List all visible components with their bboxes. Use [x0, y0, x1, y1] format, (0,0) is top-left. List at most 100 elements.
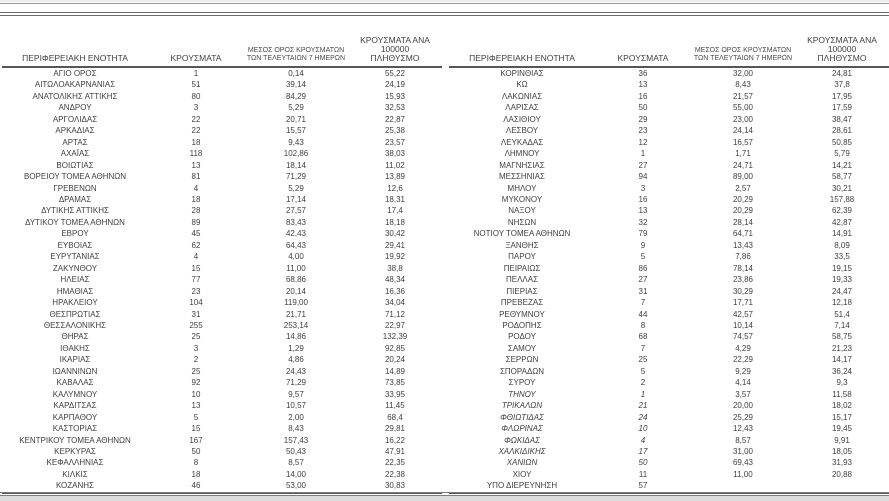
per100k-value-cell: 92,85 — [384, 343, 406, 353]
region-name-cell: ΛΕΥΚΑΔΑΣ — [500, 137, 544, 147]
region-name-cell: ΖΑΚΥΝΘΟΥ — [52, 263, 98, 273]
avg7-value-cell: 102,86 — [283, 149, 309, 159]
region-name-cell: ΛΗΜΝΟΥ — [504, 149, 540, 159]
per100k-value-cell: 14,17 — [831, 355, 853, 365]
region-name-cell: ΚΑΒΑΛΑΣ — [56, 378, 94, 388]
region-name-cell: ΕΥΡΥΤΑΝΙΑΣ — [50, 252, 100, 262]
per100k-value-cell: 32,53 — [384, 103, 406, 113]
avg7-value-cell: 14,86 — [285, 332, 307, 342]
cases-value-cell: 27 — [638, 275, 648, 285]
region-name-cell: ΡΟΔΟΠΗΣ — [502, 320, 542, 330]
table-row: ΧΑΛΚΙΔΙΚΗΣ 17 31,00 18,05 — [449, 446, 889, 457]
table-row: ΠΕΛΛΑΣ 27 23,86 19,33 — [449, 274, 889, 285]
region-name-cell: ΣΕΡΡΩΝ — [505, 355, 539, 365]
cases-value-cell: 51 — [191, 80, 201, 90]
per100k-value-cell: 55,22 — [384, 69, 406, 78]
table-row: ΚΟΡΙΝΘΙΑΣ 36 32,00 24,81 — [449, 67, 889, 79]
per100k-value-cell: 58,77 — [831, 172, 853, 182]
cases-value-cell: 8 — [640, 320, 646, 330]
per100k-value-cell: 19,45 — [831, 424, 853, 434]
region-name-cell: ΑΙΤΩΛΟΑΚΑΡΝΑΝΙΑΣ — [34, 80, 116, 90]
avg7-value-cell: 32,00 — [732, 69, 754, 78]
per100k-value-cell: 17,59 — [831, 103, 853, 113]
region-name-cell: ΗΡΑΚΛΕΙΟΥ — [52, 298, 98, 308]
region-name-cell: ΔΥΤΙΚΟΥ ΤΟΜΕΑ ΑΘΗΝΩΝ — [25, 217, 125, 227]
region-name-cell: ΛΑΡΙΣΑΣ — [505, 103, 539, 113]
avg7-value-cell: 9,57 — [288, 389, 304, 399]
avg7-value-cell: 71,29 — [285, 172, 307, 182]
per100k-value-cell: 132,39 — [382, 332, 408, 342]
table-row: ΜΥΚΟΝΟΥ 16 20,29 157,88 — [449, 194, 889, 205]
region-name-cell: ΚΑΛΥΜΝΟΥ — [52, 389, 98, 399]
table-row: ΝΟΤΙΟΥ ΤΟΜΕΑ ΑΘΗΝΩΝ 79 64,71 14,91 — [449, 228, 889, 239]
avg7-value-cell: 64,43 — [285, 240, 307, 250]
table-row: ΛΗΜΝΟΥ 1 1,71 5,79 — [449, 148, 889, 159]
table-row: ΕΥΡΥΤΑΝΙΑΣ 4 4,00 19,92 — [2, 251, 442, 262]
region-name-cell: ΝΗΣΩΝ — [507, 217, 537, 227]
region-name-cell: ΚΟΖΑΝΗΣ — [55, 481, 95, 491]
region-name-cell: ΑΡΚΑΔΙΑΣ — [55, 126, 95, 136]
table-row: ΚΑΛΥΜΝΟΥ 10 9,57 33,95 — [2, 389, 442, 400]
per100k-value-cell: 14,89 — [384, 366, 406, 376]
region-name-cell: ΚΩ — [516, 80, 528, 90]
cases-value-cell: 11 — [638, 469, 648, 479]
table-row: ΗΜΑΘΙΑΣ 23 20,14 16,36 — [2, 286, 442, 297]
region-name-cell: ΒΟΡΕΙΟΥ ΤΟΜΕΑ ΑΘΗΝΩΝ — [23, 172, 127, 182]
column-header-per-100k: ΚΡΟΥΣΜΑΤΑ ΑΝΑ 100000 ΠΛΗΘΥΣΜΟ — [348, 31, 442, 68]
cases-value-cell: 79 — [638, 229, 648, 239]
per100k-value-cell: 14,21 — [831, 160, 853, 170]
avg7-value-cell: 21,71 — [285, 309, 307, 319]
region-name-cell: ΧΑΝΙΩΝ — [506, 458, 538, 468]
region-name-cell: ΣΥΡΟΥ — [508, 378, 536, 388]
table-row: ΑΝΑΤΟΛΙΚΗΣ ΑΤΤΙΚΗΣ 80 84,29 15,93 — [2, 91, 442, 102]
per100k-value-cell: 16,36 — [384, 286, 406, 296]
cases-value-cell: 45 — [191, 229, 201, 239]
table-row: ΣΕΡΡΩΝ 25 22,29 14,17 — [449, 354, 889, 365]
per100k-value-cell: 11,02 — [385, 160, 405, 170]
table-row: ΡΟΔΟΠΗΣ 8 10,14 7,14 — [449, 320, 889, 331]
cases-value-cell: 31 — [191, 309, 201, 319]
region-name-cell: ΕΒΡΟΥ — [61, 229, 89, 239]
avg7-value-cell: 2,57 — [735, 183, 751, 193]
table-row: ΚΑΡΔΙΤΣΑΣ 13 10,57 11,45 — [2, 400, 442, 411]
region-name-cell: ΝΟΤΙΟΥ ΤΟΜΕΑ ΑΘΗΝΩΝ — [473, 229, 571, 239]
cases-value-cell: 22 — [191, 126, 201, 136]
per100k-value-cell: 11,45 — [385, 401, 405, 411]
table-row: ΘΕΣΣΑΛΟΝΙΚΗΣ 255 253,14 22,97 — [2, 320, 442, 331]
table-row: ΛΕΥΚΑΔΑΣ 12 16,57 50,85 — [449, 137, 889, 148]
per100k-value-cell: 23,57 — [384, 137, 406, 147]
cases-value-cell: 18 — [191, 469, 201, 479]
column-header-per-100k-line1: ΚΡΟΥΣΜΑΤΑ ΑΝΑ 100000 — [807, 35, 877, 54]
table-row: ΧΙΟΥ 11 11,00 20,88 — [449, 469, 889, 480]
previous-table-bottom-rule — [0, 3, 889, 4]
region-name-cell: ΡΟΔΟΥ — [508, 332, 536, 342]
cases-value-cell: 25 — [638, 355, 648, 365]
per100k-value-cell: 62,39 — [831, 206, 853, 216]
cases-value-cell: 50 — [191, 446, 201, 456]
region-name-cell: ΙΩΑΝΝΙΝΩΝ — [52, 366, 98, 376]
avg7-value-cell: 89,00 — [732, 172, 754, 182]
per100k-value-cell: 9,3 — [836, 378, 848, 388]
table-row: ΘΕΣΠΡΩΤΙΑΣ 31 21,71 71,12 — [2, 309, 442, 320]
per100k-value-cell: 12,6 — [387, 183, 403, 193]
table-row: ΘΗΡΑΣ 25 14,86 132,39 — [2, 331, 442, 342]
avg7-value-cell: 0,14 — [288, 69, 304, 78]
table-row: ΞΑΝΘΗΣ 9 13,43 8,09 — [449, 240, 889, 251]
region-name-cell: ΝΑΞΟΥ — [508, 206, 536, 216]
table-row: ΒΟΙΩΤΙΑΣ 13 18,14 11,02 — [2, 160, 442, 171]
cases-value-cell: 7 — [640, 298, 646, 308]
per100k-value-cell: 9,91 — [834, 435, 850, 445]
column-header-cases: ΚΡΟΥΣΜΑΤΑ — [148, 31, 244, 68]
region-name-cell: ΣΠΟΡΑΔΩΝ — [499, 366, 545, 376]
region-name-cell: ΠΙΕΡΙΑΣ — [506, 286, 538, 296]
table-row: ΚΕΡΚΥΡΑΣ 50 50,43 47,91 — [2, 446, 442, 457]
table-row: ΑΡΚΑΔΙΑΣ 22 15,57 25,38 — [2, 125, 442, 136]
avg7-value-cell: 5,29 — [288, 103, 304, 113]
table-row: ΧΑΝΙΩΝ 50 69,43 31,93 — [449, 457, 889, 468]
table-row: ΗΡΑΚΛΕΙΟΥ 104 119,00 34,04 — [2, 297, 442, 308]
region-name-cell: ΘΕΣΣΑΛΟΝΙΚΗΣ — [43, 320, 107, 330]
per100k-value-cell: 19,15 — [831, 263, 853, 273]
avg7-value-cell: 50,43 — [285, 446, 307, 456]
region-name-cell: ΡΕΘΥΜΝΟΥ — [499, 309, 545, 319]
column-header-region: ΠΕΡΙΦΕΡΕΙΑΚΗ ΕΝΟΤΗΤΑ — [2, 31, 148, 68]
